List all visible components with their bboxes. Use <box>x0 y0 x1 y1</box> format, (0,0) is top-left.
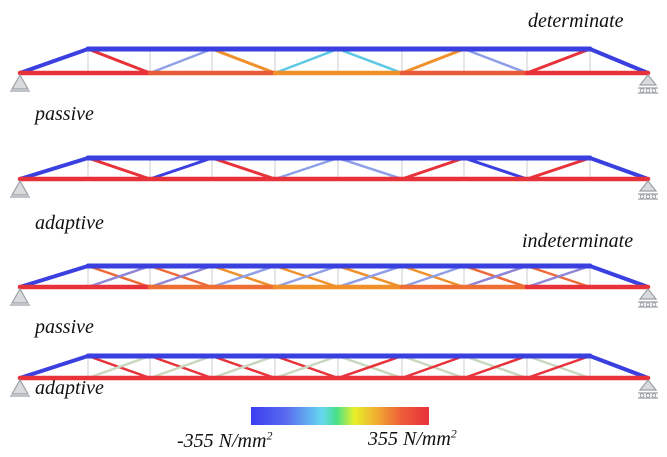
diagonal-member <box>273 354 340 380</box>
diagonal-member <box>210 156 277 181</box>
diagonal-member <box>400 156 466 181</box>
diagonal-member <box>148 156 214 181</box>
diagonal-member <box>400 264 466 289</box>
pin-support-icon <box>10 287 30 306</box>
roller-wheel <box>651 88 657 93</box>
colorbar-max-text: 355 N/mm <box>368 428 451 450</box>
diagonal-member <box>400 354 466 380</box>
end-strut-left <box>18 156 90 181</box>
label-adaptive-determinate: adaptive <box>35 212 104 234</box>
diagonal-member <box>210 354 277 380</box>
colorbar-min-text: -355 N/mm <box>177 430 267 452</box>
truss-determinate-adaptive <box>10 155 658 200</box>
roller-support-icon <box>638 288 658 308</box>
diagonal-member <box>273 47 340 75</box>
diagonal-member <box>462 264 529 289</box>
diagonal-member <box>148 354 214 380</box>
roller-wheel <box>645 194 651 199</box>
diagonal-member <box>336 156 404 181</box>
roller-support-icon <box>638 180 658 200</box>
pin-support-icon <box>10 179 30 198</box>
roller-wheel <box>651 194 657 199</box>
diagonal-member <box>462 47 529 75</box>
diagonal-member <box>86 156 152 181</box>
colorbar-min-label: -355 N/mm2 <box>177 428 273 453</box>
diagonal-member <box>273 156 340 181</box>
end-strut-right <box>588 47 650 75</box>
roller-wheel <box>639 393 645 398</box>
diagonal-member <box>525 156 592 181</box>
roller-wheel <box>645 302 651 307</box>
pin-support-icon <box>10 73 30 92</box>
roller-wheel <box>645 393 651 398</box>
end-strut-right <box>588 264 650 289</box>
roller-wheel <box>639 88 645 93</box>
diagonal-member <box>400 47 466 75</box>
end-strut-left <box>18 47 90 75</box>
diagonal-member <box>86 264 152 289</box>
label-passive-determinate: passive <box>35 103 94 125</box>
pin-support-icon <box>10 378 30 397</box>
diagonal-member <box>462 156 529 181</box>
diagonal-member <box>525 47 592 75</box>
colorbar-max-label: 355 N/mm2 <box>368 426 457 451</box>
end-strut-left <box>18 264 90 289</box>
end-strut-right <box>588 354 650 380</box>
truss-determinate-passive <box>10 46 658 94</box>
truss-indeterminate-passive <box>10 263 658 308</box>
colorbar-min-exponent: 2 <box>266 428 273 443</box>
label-adaptive-indeterminate: adaptive <box>35 377 104 399</box>
roller-wheel <box>639 302 645 307</box>
roller-wheel <box>639 194 645 199</box>
stress-colorbar <box>251 407 429 425</box>
diagonal-member <box>148 264 214 289</box>
diagonal-member <box>462 354 529 380</box>
diagonal-member <box>210 264 277 289</box>
diagonal-member <box>336 47 404 75</box>
diagonal-member <box>336 264 404 289</box>
colorbar-max-exponent: 2 <box>450 426 457 441</box>
diagonal-member <box>148 47 214 75</box>
diagonal-member <box>86 47 152 75</box>
diagonal-member <box>273 264 340 289</box>
roller-wheel <box>645 88 651 93</box>
roller-wheel <box>651 302 657 307</box>
roller-support-icon <box>638 74 658 94</box>
end-strut-left <box>18 354 90 380</box>
label-passive-indeterminate: passive <box>35 316 94 338</box>
truss-indeterminate-adaptive <box>10 353 658 399</box>
roller-support-icon <box>638 379 658 399</box>
end-strut-right <box>588 156 650 181</box>
diagonal-member <box>525 354 592 380</box>
diagonal-member <box>86 354 152 380</box>
label-indeterminate: indeterminate <box>522 230 634 252</box>
label-determinate: determinate <box>528 10 624 32</box>
diagonal-member <box>210 47 277 75</box>
roller-wheel <box>651 393 657 398</box>
diagonal-member <box>525 264 592 289</box>
diagonal-member <box>336 354 404 380</box>
